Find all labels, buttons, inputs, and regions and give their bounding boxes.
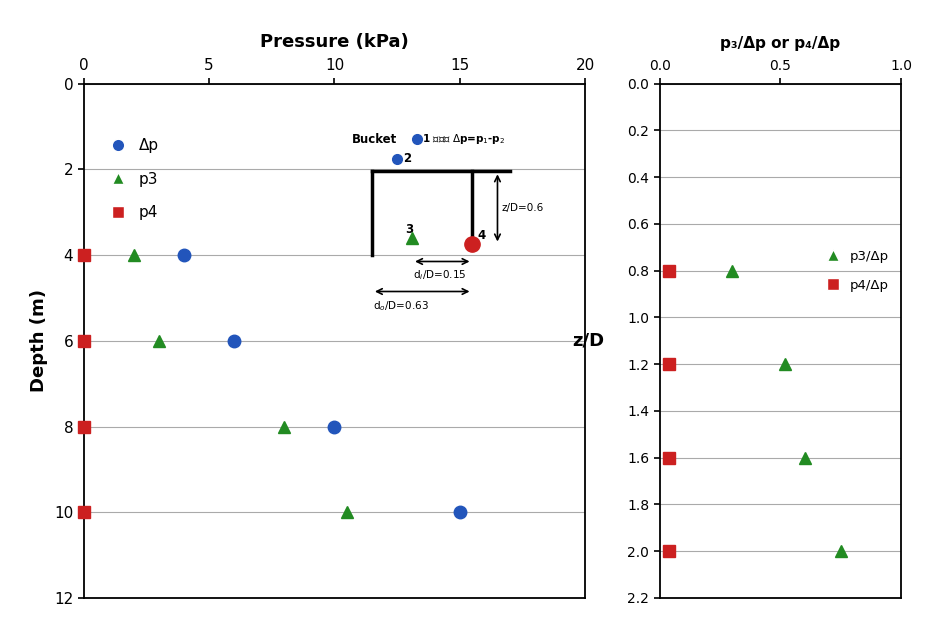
Text: 4: 4: [477, 230, 485, 242]
Text: z/D=0.6: z/D=0.6: [501, 203, 543, 213]
X-axis label: Pressure (kPa): Pressure (kPa): [260, 33, 408, 51]
Text: 2: 2: [403, 152, 411, 165]
Y-axis label: z/D: z/D: [572, 332, 603, 350]
Legend: p3/Δp, p4/Δp: p3/Δp, p4/Δp: [814, 244, 894, 297]
Text: d$_i$/D=0.15: d$_i$/D=0.15: [413, 268, 467, 282]
Text: Bucket: Bucket: [352, 133, 397, 146]
Text: 1 석선압 $\Delta$p=p$_1$-p$_2$: 1 석선압 $\Delta$p=p$_1$-p$_2$: [422, 132, 505, 147]
X-axis label: p₃/Δp or p₄/Δp: p₃/Δp or p₄/Δp: [719, 36, 840, 51]
Y-axis label: Depth (m): Depth (m): [31, 289, 48, 392]
Legend: Δp, p3, p4: Δp, p3, p4: [97, 132, 165, 226]
Text: d$_o$/D=0.63: d$_o$/D=0.63: [373, 299, 429, 313]
Text: 3: 3: [406, 223, 413, 236]
